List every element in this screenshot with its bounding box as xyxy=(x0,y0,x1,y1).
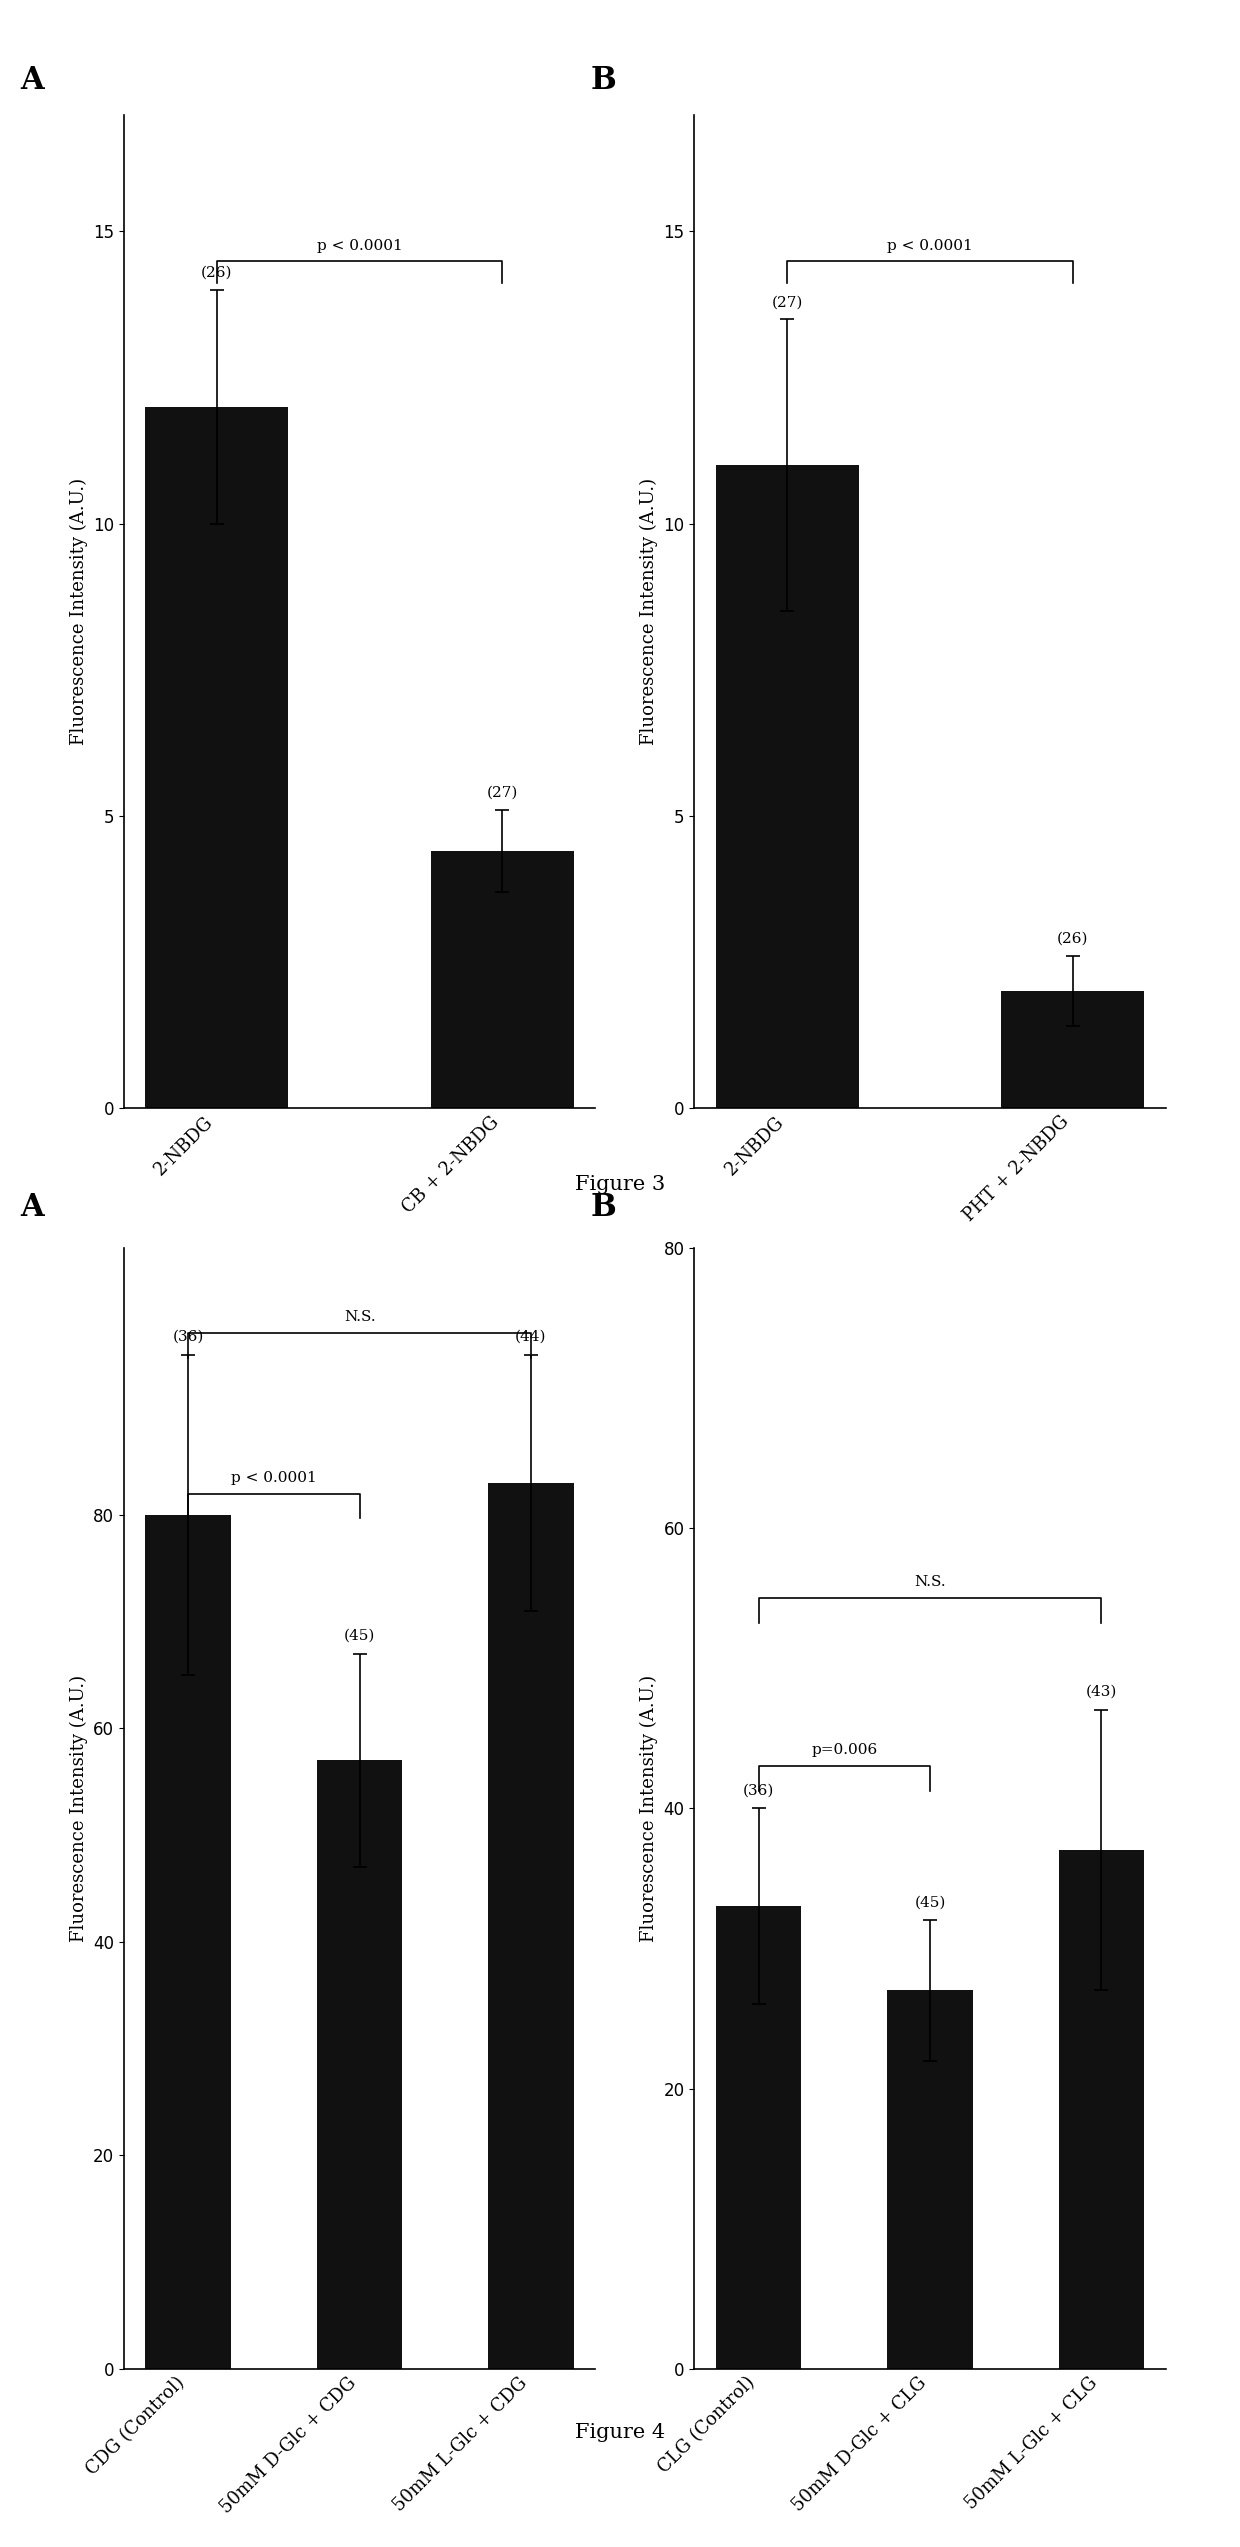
Text: B: B xyxy=(590,1192,616,1223)
Text: A: A xyxy=(20,66,43,97)
Text: (36): (36) xyxy=(743,1783,774,1798)
Bar xyxy=(145,408,288,1108)
Y-axis label: Fluorescence Intensity (A.U.): Fluorescence Intensity (A.U.) xyxy=(640,1676,658,1941)
Text: Figure 3: Figure 3 xyxy=(575,1174,665,1195)
Bar xyxy=(715,1905,801,2369)
Text: (36): (36) xyxy=(172,1330,203,1345)
Text: (26): (26) xyxy=(1056,932,1089,945)
Bar xyxy=(715,466,858,1108)
Text: B: B xyxy=(590,66,616,97)
Text: A: A xyxy=(20,1192,43,1223)
Text: (43): (43) xyxy=(1086,1686,1117,1699)
Text: Figure 4: Figure 4 xyxy=(575,2422,665,2443)
Bar xyxy=(1059,1849,1145,2369)
Y-axis label: Fluorescence Intensity (A.U.): Fluorescence Intensity (A.U.) xyxy=(69,479,88,744)
Text: p=0.006: p=0.006 xyxy=(811,1742,878,1757)
Text: (26): (26) xyxy=(201,265,233,280)
Text: (27): (27) xyxy=(771,295,802,308)
Text: N.S.: N.S. xyxy=(914,1574,946,1589)
Text: p < 0.0001: p < 0.0001 xyxy=(231,1470,316,1485)
Bar xyxy=(887,1992,973,2369)
Bar xyxy=(432,851,574,1108)
Y-axis label: Fluorescence Intensity (A.U.): Fluorescence Intensity (A.U.) xyxy=(69,1676,88,1941)
Text: (45): (45) xyxy=(914,1895,946,1910)
Bar xyxy=(145,1515,231,2369)
Bar xyxy=(1002,991,1145,1108)
Bar xyxy=(316,1760,403,2369)
Text: p < 0.0001: p < 0.0001 xyxy=(316,239,403,252)
Text: p < 0.0001: p < 0.0001 xyxy=(887,239,973,252)
Text: (27): (27) xyxy=(487,787,518,800)
Text: N.S.: N.S. xyxy=(343,1312,376,1324)
Y-axis label: Fluorescence Intensity (A.U.): Fluorescence Intensity (A.U.) xyxy=(640,479,658,744)
Text: (45): (45) xyxy=(343,1628,376,1643)
Text: (44): (44) xyxy=(515,1330,547,1345)
Bar xyxy=(489,1482,574,2369)
